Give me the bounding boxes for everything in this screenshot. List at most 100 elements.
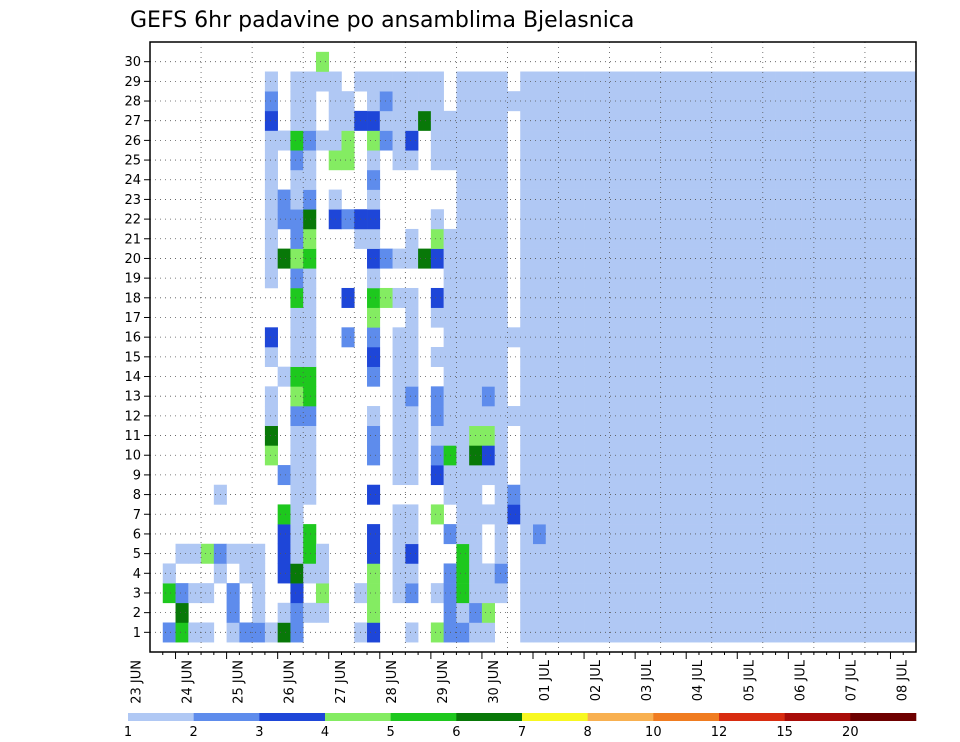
heatmap-cell <box>481 248 495 269</box>
heatmap-cell <box>481 130 495 151</box>
heatmap-cell <box>367 189 381 210</box>
heatmap-cell <box>252 583 266 604</box>
heatmap-cell <box>903 386 917 407</box>
heatmap-cell <box>201 622 215 643</box>
heatmap-cell <box>456 248 470 269</box>
heatmap-cell <box>788 583 802 604</box>
heatmap-cell <box>903 583 917 604</box>
heatmap-cell <box>724 406 738 427</box>
heatmap-cell <box>392 524 406 545</box>
heatmap-cell <box>545 209 559 230</box>
heatmap-cell <box>903 504 917 525</box>
heatmap-cell <box>533 209 547 230</box>
heatmap-cell <box>647 307 661 328</box>
heatmap-cell <box>877 209 891 230</box>
heatmap-cell <box>788 445 802 466</box>
heatmap-cell <box>788 366 802 387</box>
heatmap-cell <box>852 287 866 308</box>
heatmap-cell <box>596 209 610 230</box>
heatmap-cell <box>686 110 700 131</box>
heatmap-cell <box>379 110 393 131</box>
heatmap-cell <box>903 543 917 564</box>
heatmap-cell <box>647 406 661 427</box>
heatmap-cell <box>303 602 317 623</box>
heatmap-cell <box>801 504 815 525</box>
heatmap-cell <box>826 406 840 427</box>
heatmap-cell <box>609 209 623 230</box>
legend-swatch <box>193 713 260 721</box>
heatmap-cell <box>647 268 661 289</box>
heatmap-cell <box>494 484 508 505</box>
heatmap-cell <box>290 209 304 230</box>
heatmap-cell <box>660 583 674 604</box>
heatmap-cell <box>520 622 534 643</box>
heatmap-cell <box>571 524 585 545</box>
heatmap-cell <box>596 465 610 486</box>
heatmap-cell <box>277 209 291 230</box>
heatmap-cell <box>533 386 547 407</box>
heatmap-cell <box>609 248 623 269</box>
heatmap-cell <box>801 150 815 171</box>
heatmap-cell <box>456 71 470 92</box>
heatmap-cell <box>788 563 802 584</box>
heatmap-cell <box>596 504 610 525</box>
legend-swatch <box>456 713 523 721</box>
heatmap-cell <box>596 347 610 367</box>
heatmap-cell <box>456 583 470 604</box>
heatmap-cell <box>571 563 585 584</box>
heatmap-cell <box>660 209 674 230</box>
heatmap-cell <box>673 445 687 466</box>
heatmap-cell <box>226 583 240 604</box>
heatmap-cell <box>456 228 470 249</box>
heatmap-cell <box>686 504 700 525</box>
heatmap-cell <box>456 504 470 525</box>
heatmap-cell <box>290 583 304 604</box>
heatmap-cell <box>826 445 840 466</box>
heatmap-cell <box>826 465 840 486</box>
heatmap-cell <box>660 287 674 308</box>
heatmap-cell <box>430 71 444 92</box>
heatmap-cell <box>367 287 381 308</box>
heatmap-cell <box>545 386 559 407</box>
heatmap-cell <box>826 425 840 446</box>
heatmap-cell <box>737 524 751 545</box>
heatmap-cell <box>456 465 470 486</box>
heatmap-cell <box>724 268 738 289</box>
heatmap-cell <box>877 228 891 249</box>
heatmap-cell <box>750 465 764 486</box>
heatmap-cell <box>826 583 840 604</box>
y-tick-label: 5 <box>133 547 141 562</box>
heatmap-cell <box>673 543 687 564</box>
heatmap-cell <box>762 543 776 564</box>
heatmap-cell <box>290 91 304 112</box>
heatmap-cell <box>494 524 508 545</box>
heatmap-cell <box>750 425 764 446</box>
heatmap-cell <box>405 563 419 584</box>
heatmap-cell <box>801 425 815 446</box>
heatmap-cell <box>711 91 725 112</box>
heatmap-cell <box>647 189 661 210</box>
legend-swatch <box>653 713 720 721</box>
heatmap-cell <box>481 150 495 171</box>
heatmap-cell <box>890 130 904 151</box>
legend-label: 8 <box>584 725 592 740</box>
heatmap-cell <box>762 307 776 328</box>
heatmap-cell <box>762 465 776 486</box>
heatmap-cell <box>545 524 559 545</box>
heatmap-cell <box>877 366 891 387</box>
heatmap-cell <box>673 268 687 289</box>
heatmap-cell <box>762 189 776 210</box>
x-tick-label: 08 JUL <box>896 659 911 701</box>
heatmap-cell <box>290 169 304 190</box>
heatmap-cell <box>533 622 547 643</box>
legend-swatch <box>325 713 391 721</box>
heatmap-cell <box>801 406 815 427</box>
heatmap-cell <box>673 209 687 230</box>
heatmap-cell <box>660 268 674 289</box>
heatmap-cell <box>737 504 751 525</box>
heatmap-cell <box>852 71 866 92</box>
legend-label: 1 <box>124 725 132 740</box>
heatmap-cell <box>609 445 623 466</box>
heatmap-cell <box>405 287 419 308</box>
heatmap-cell <box>877 91 891 112</box>
